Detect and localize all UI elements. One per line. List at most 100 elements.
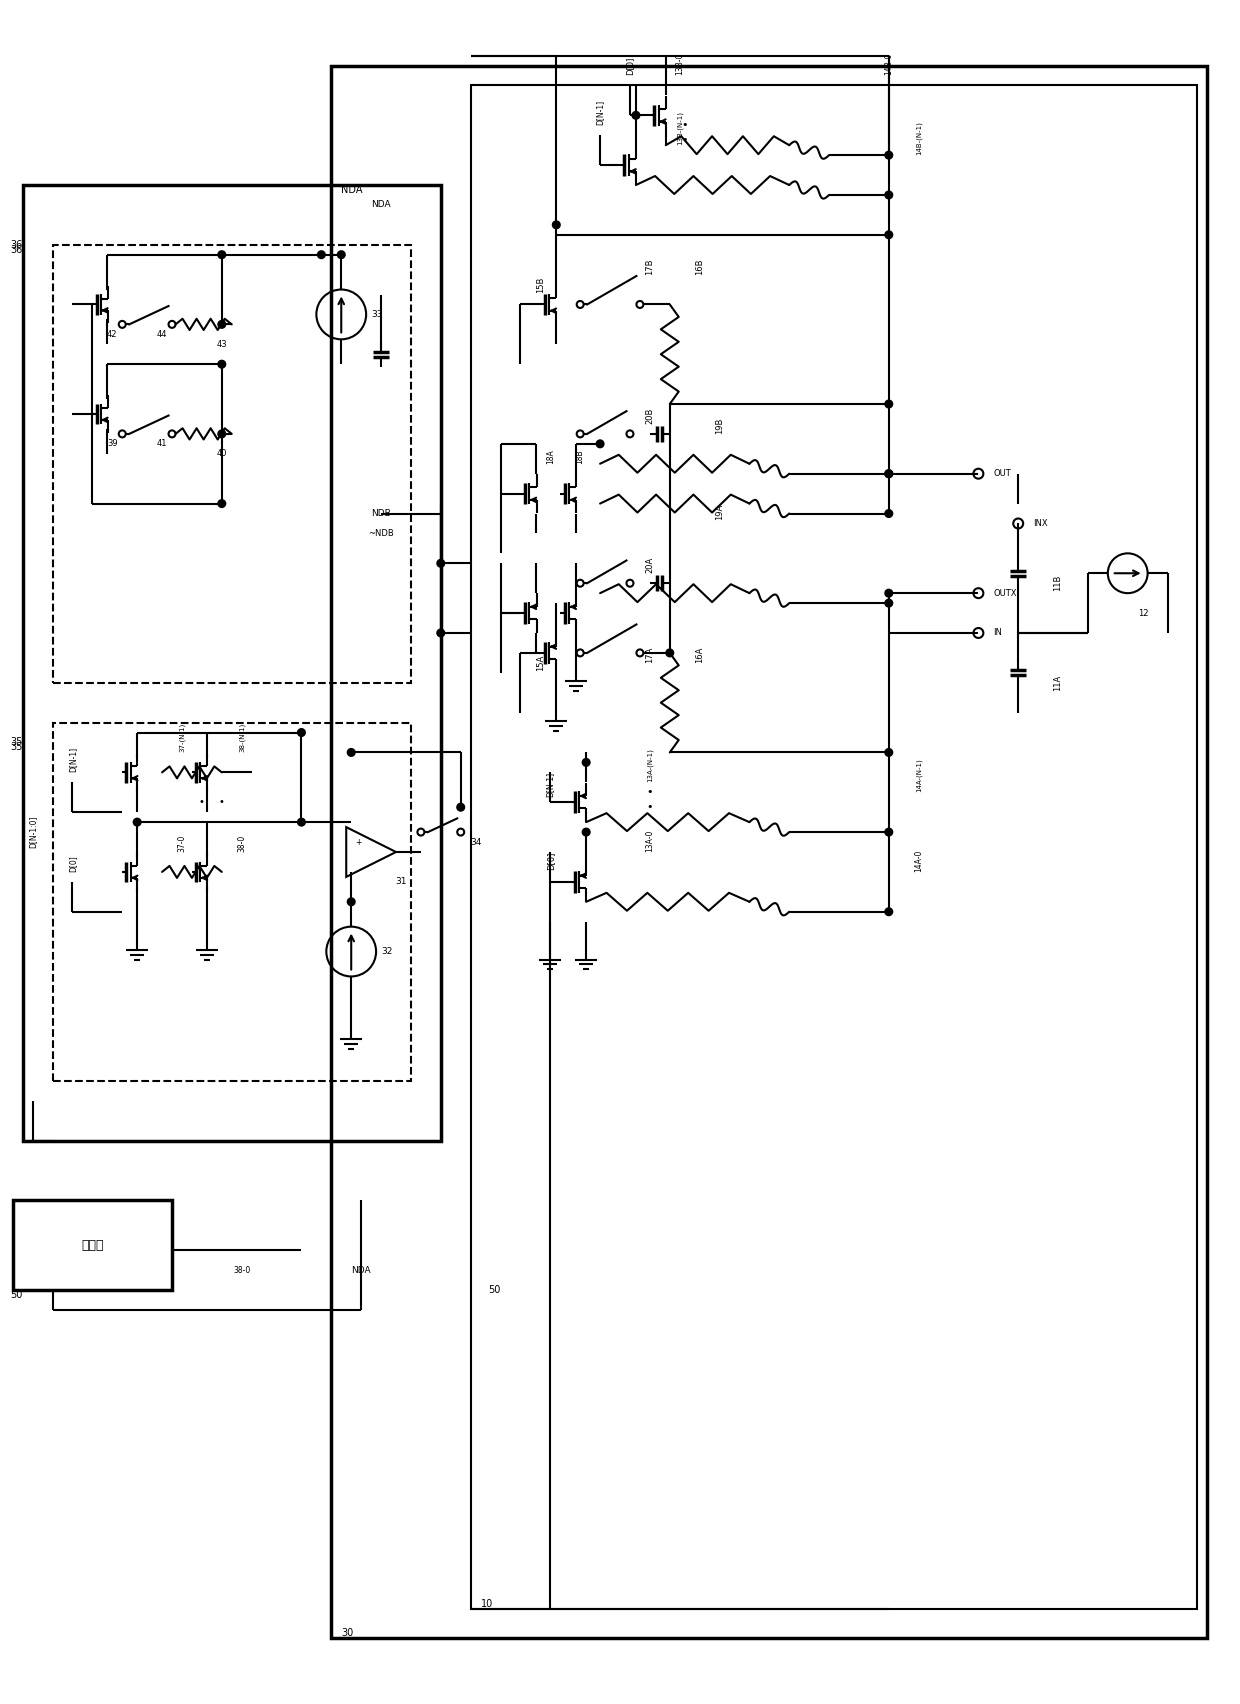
Circle shape — [885, 908, 893, 915]
Text: 36: 36 — [10, 245, 22, 254]
Text: D[N-1:0]: D[N-1:0] — [29, 816, 37, 849]
Text: 12: 12 — [1137, 608, 1148, 617]
Circle shape — [583, 758, 590, 765]
Text: 31: 31 — [396, 878, 407, 886]
Text: 13A-0: 13A-0 — [645, 830, 655, 852]
Text: 13B-0: 13B-0 — [676, 53, 684, 75]
Circle shape — [885, 590, 893, 596]
Text: 19A: 19A — [715, 504, 724, 520]
Text: 38-(N-1): 38-(N-1) — [238, 722, 246, 753]
Circle shape — [553, 222, 559, 228]
Text: D[0]: D[0] — [625, 58, 635, 75]
Text: D[N-1]: D[N-1] — [68, 748, 77, 772]
Text: 16B: 16B — [696, 257, 704, 274]
Circle shape — [218, 361, 226, 368]
Circle shape — [885, 600, 893, 607]
Text: 40: 40 — [217, 450, 227, 458]
Text: 36: 36 — [10, 240, 22, 250]
Circle shape — [583, 828, 590, 835]
Text: NDA: NDA — [351, 1266, 371, 1275]
Text: 20B: 20B — [645, 407, 655, 424]
Text: OUTX: OUTX — [993, 588, 1017, 598]
Text: D[0]: D[0] — [68, 855, 77, 872]
Text: •: • — [646, 803, 653, 813]
Text: 37-(N-1): 37-(N-1) — [179, 722, 185, 753]
Text: IN: IN — [993, 629, 1002, 637]
Circle shape — [218, 250, 226, 259]
Circle shape — [317, 250, 325, 259]
Text: 20A: 20A — [645, 557, 655, 573]
Bar — [12, 1200, 172, 1290]
Circle shape — [218, 499, 226, 508]
Circle shape — [438, 629, 444, 637]
Text: NDB: NDB — [371, 509, 391, 518]
Text: •: • — [198, 797, 205, 808]
Circle shape — [298, 818, 305, 826]
Text: 50: 50 — [489, 1285, 501, 1295]
Text: 11A: 11A — [1054, 675, 1063, 690]
Text: •: • — [218, 797, 224, 808]
Text: 34: 34 — [471, 838, 482, 847]
Text: ~NDB: ~NDB — [368, 528, 394, 538]
Bar — [52, 722, 410, 1080]
Text: NDA: NDA — [371, 201, 391, 210]
Text: 15B: 15B — [536, 276, 544, 293]
Text: 43: 43 — [217, 339, 227, 349]
Text: OUT: OUT — [993, 469, 1011, 479]
Circle shape — [298, 729, 305, 736]
Text: 32: 32 — [381, 947, 392, 956]
Text: D[N-1]: D[N-1] — [546, 772, 554, 797]
Text: 15A: 15A — [536, 654, 544, 671]
Text: 16A: 16A — [696, 646, 704, 663]
Text: 35: 35 — [10, 738, 22, 748]
Text: 50: 50 — [10, 1290, 22, 1300]
Text: 14B-0: 14B-0 — [884, 53, 893, 75]
Text: 39: 39 — [107, 440, 118, 448]
Circle shape — [885, 470, 893, 477]
Text: 制御器: 制御器 — [81, 1239, 104, 1252]
Circle shape — [885, 400, 893, 407]
Text: 19B: 19B — [715, 417, 724, 435]
Circle shape — [885, 232, 893, 239]
Text: 37-0: 37-0 — [177, 835, 186, 852]
Text: •: • — [646, 787, 653, 797]
Text: D[0]: D[0] — [546, 852, 554, 871]
Text: •: • — [682, 121, 688, 130]
Text: 35: 35 — [10, 743, 22, 753]
Circle shape — [885, 470, 893, 477]
Text: 10: 10 — [481, 1598, 492, 1609]
Text: 13B-(N-1): 13B-(N-1) — [677, 111, 683, 145]
Text: •: • — [682, 135, 688, 145]
Circle shape — [885, 828, 893, 835]
Text: 18B: 18B — [575, 450, 585, 463]
Text: 38-0: 38-0 — [237, 835, 247, 852]
Text: 11B: 11B — [1054, 574, 1063, 591]
Text: 17B: 17B — [645, 257, 655, 274]
Circle shape — [632, 112, 640, 119]
Text: 13A-(N-1): 13A-(N-1) — [646, 748, 653, 782]
Circle shape — [885, 509, 893, 516]
Circle shape — [885, 152, 893, 158]
Circle shape — [438, 561, 444, 567]
Text: 17A: 17A — [645, 646, 655, 663]
Text: D[N-1]: D[N-1] — [595, 101, 605, 126]
Circle shape — [347, 750, 355, 757]
Text: 14A-(N-1): 14A-(N-1) — [915, 758, 921, 792]
Text: 33: 33 — [371, 310, 383, 319]
Circle shape — [596, 440, 604, 448]
Text: INX: INX — [1033, 520, 1048, 528]
Bar — [22, 186, 440, 1140]
Circle shape — [218, 320, 226, 327]
Circle shape — [885, 191, 893, 198]
Text: +: + — [356, 838, 362, 847]
Circle shape — [458, 804, 464, 811]
Text: 14B-(N-1): 14B-(N-1) — [915, 121, 921, 155]
Text: 41: 41 — [156, 440, 167, 448]
Text: NDA: NDA — [341, 186, 363, 194]
Circle shape — [134, 818, 140, 826]
Text: 38-0: 38-0 — [233, 1266, 250, 1275]
Bar — [471, 85, 1198, 1609]
Text: 44: 44 — [156, 331, 167, 339]
Circle shape — [218, 431, 226, 438]
Circle shape — [885, 750, 893, 757]
